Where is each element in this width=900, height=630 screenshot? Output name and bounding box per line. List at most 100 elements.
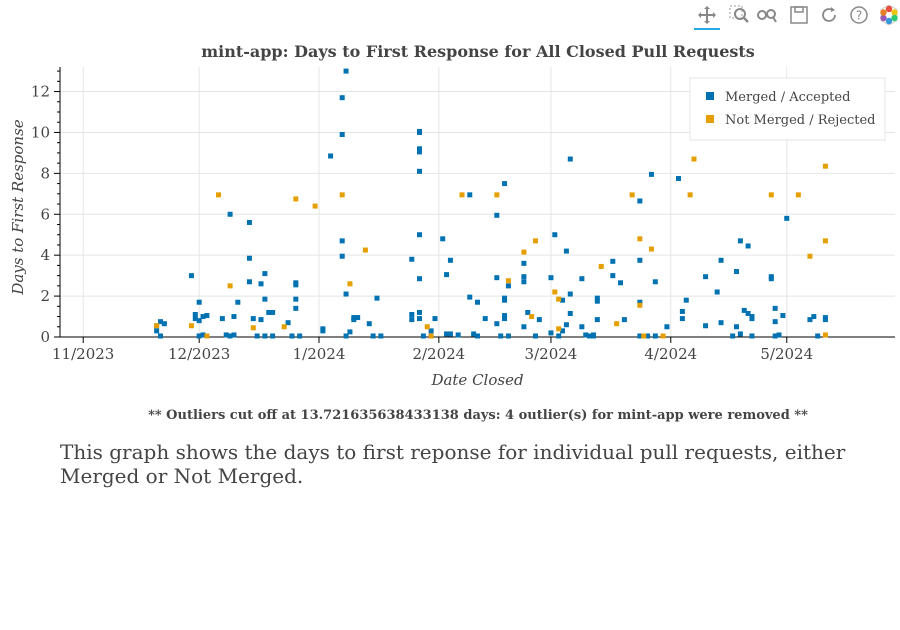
data-point bbox=[227, 283, 233, 289]
data-point bbox=[285, 320, 291, 326]
data-point bbox=[235, 299, 241, 305]
data-point bbox=[502, 181, 508, 187]
data-point bbox=[339, 238, 345, 244]
data-point bbox=[807, 317, 813, 323]
data-point bbox=[637, 236, 643, 242]
data-point bbox=[192, 316, 198, 322]
data-point bbox=[417, 168, 423, 174]
data-point bbox=[594, 298, 600, 304]
pan-icon bbox=[697, 5, 717, 25]
data-point bbox=[505, 278, 511, 284]
legend-swatch bbox=[706, 92, 714, 100]
pan-tool[interactable] bbox=[694, 2, 720, 30]
y-tick-label: 6 bbox=[40, 205, 50, 223]
data-point bbox=[262, 333, 268, 339]
data-point bbox=[200, 332, 206, 338]
svg-text:?: ? bbox=[856, 9, 862, 23]
data-point bbox=[718, 257, 724, 263]
data-point bbox=[552, 232, 558, 238]
data-point bbox=[254, 333, 260, 339]
data-point bbox=[158, 319, 164, 325]
data-point bbox=[718, 320, 724, 326]
data-point bbox=[200, 314, 206, 320]
x-tick-label: 5/2024 bbox=[760, 345, 813, 363]
data-point bbox=[494, 212, 500, 218]
data-point bbox=[161, 321, 167, 327]
data-point bbox=[246, 255, 252, 261]
data-point bbox=[579, 276, 585, 282]
y-tick-label: 4 bbox=[40, 246, 50, 264]
data-point bbox=[648, 171, 654, 177]
data-point bbox=[714, 289, 720, 295]
data-point bbox=[196, 333, 202, 339]
data-point bbox=[482, 316, 488, 322]
data-point bbox=[637, 257, 643, 263]
wheel-zoom-tool[interactable] bbox=[756, 2, 782, 28]
x-tick-label: 2/2024 bbox=[412, 345, 465, 363]
data-point bbox=[780, 313, 786, 319]
data-point bbox=[637, 333, 643, 339]
data-point bbox=[822, 332, 828, 338]
save-tool[interactable] bbox=[786, 2, 812, 28]
y-tick-label: 0 bbox=[40, 328, 50, 346]
data-point bbox=[297, 333, 303, 339]
data-point bbox=[440, 236, 446, 242]
data-point bbox=[621, 317, 627, 323]
data-point bbox=[420, 333, 426, 339]
data-point bbox=[536, 317, 542, 323]
data-point bbox=[362, 247, 368, 253]
data-point bbox=[417, 149, 423, 155]
data-point bbox=[583, 332, 589, 338]
data-point bbox=[471, 331, 477, 337]
data-point bbox=[567, 291, 573, 297]
data-point bbox=[347, 329, 353, 335]
y-tick-label: 8 bbox=[40, 164, 50, 182]
data-point bbox=[227, 333, 233, 339]
legend-label: Merged / Accepted bbox=[725, 90, 850, 105]
data-point bbox=[250, 316, 256, 322]
data-point bbox=[467, 294, 473, 300]
data-point bbox=[556, 296, 562, 302]
data-point bbox=[795, 192, 801, 198]
wheel-zoom-icon bbox=[757, 5, 781, 25]
data-point bbox=[494, 192, 500, 198]
x-tick-label: 4/2024 bbox=[644, 345, 697, 363]
data-point bbox=[560, 297, 566, 303]
data-point bbox=[637, 299, 643, 305]
data-point bbox=[494, 275, 500, 281]
data-point bbox=[664, 324, 670, 330]
data-point bbox=[339, 192, 345, 198]
data-point bbox=[687, 192, 693, 198]
data-point bbox=[502, 313, 508, 319]
bokeh-logo-icon bbox=[878, 4, 900, 26]
reset-icon bbox=[819, 5, 839, 25]
data-point bbox=[737, 238, 743, 244]
data-point bbox=[289, 333, 295, 339]
data-point bbox=[250, 325, 256, 331]
data-point bbox=[270, 309, 276, 315]
y-tick-label: 12 bbox=[31, 83, 50, 101]
data-point bbox=[409, 256, 415, 262]
data-point bbox=[424, 324, 430, 330]
x-tick-label: 12/2023 bbox=[168, 345, 230, 363]
data-point bbox=[587, 333, 593, 339]
box-zoom-tool[interactable] bbox=[726, 2, 752, 28]
outlier-footnote: ** Outliers cut off at 13.72163563843313… bbox=[148, 408, 808, 423]
data-point bbox=[196, 299, 202, 305]
scatter-chart[interactable]: 0 2 4 6 8 10 12 11/2023 12/2023 1/2024 2/2024 3/202… bbox=[0, 30, 900, 400]
data-point bbox=[455, 332, 461, 338]
data-point bbox=[822, 315, 828, 321]
data-point bbox=[772, 305, 778, 311]
data-point bbox=[154, 328, 160, 334]
help-tool[interactable]: ? bbox=[846, 2, 872, 28]
data-point bbox=[219, 316, 225, 322]
data-point bbox=[594, 295, 600, 301]
data-point bbox=[293, 196, 299, 202]
legend: Merged / Accepted Not Merged / Rejected bbox=[689, 77, 886, 141]
data-point bbox=[525, 309, 531, 315]
data-point bbox=[204, 333, 210, 339]
data-point bbox=[776, 332, 782, 338]
data-point bbox=[339, 132, 345, 137]
reset-tool[interactable] bbox=[816, 2, 842, 28]
y-axis-label: Days to First Response bbox=[9, 119, 27, 295]
